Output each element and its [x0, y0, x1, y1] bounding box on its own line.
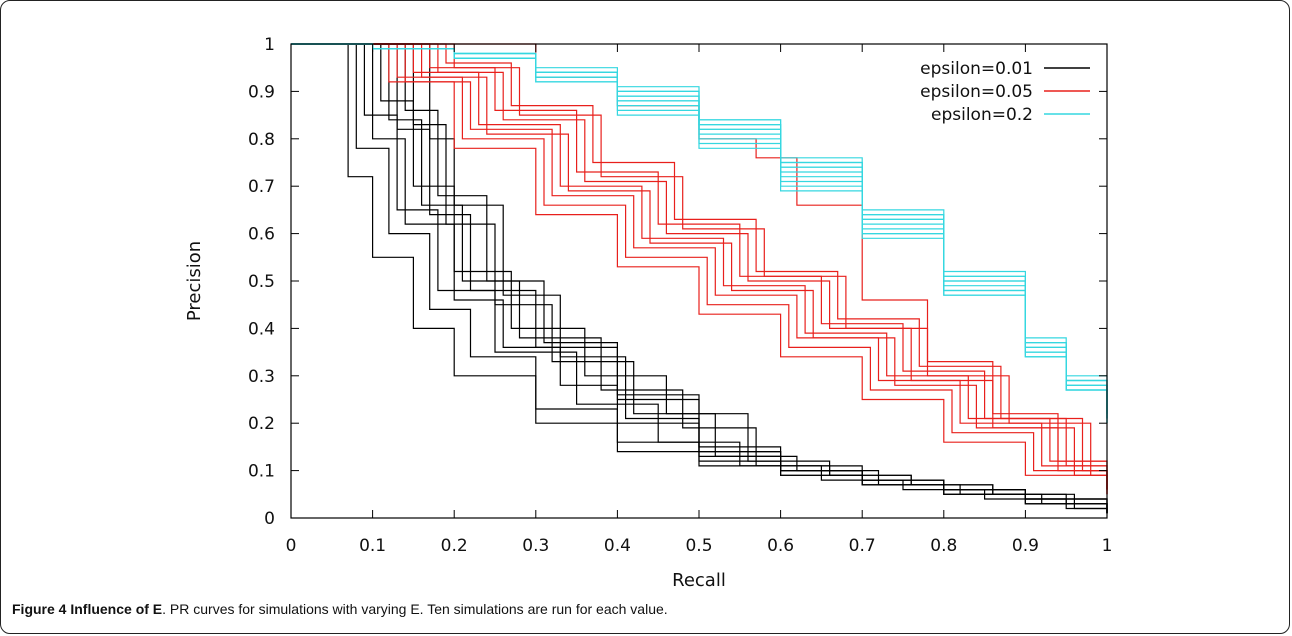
y-tick-label-2: 0.2 — [248, 414, 275, 434]
x-tick-label-8: 0.8 — [930, 536, 957, 556]
x-tick-label-2: 0.2 — [441, 536, 468, 556]
x-tick-label-7: 0.7 — [849, 536, 876, 556]
x-tick-label-5: 0.5 — [685, 536, 712, 556]
x-tick-label-10: 1 — [1102, 536, 1113, 556]
x-tick-label-9: 0.9 — [1012, 536, 1039, 556]
y-tick-label-0: 0 — [264, 509, 275, 529]
series-0-run-9-line — [291, 43, 1108, 514]
plot-layer — [291, 43, 1108, 514]
x-axis-label: Recall — [672, 570, 726, 591]
legend-label-0: epsilon=0.01 — [920, 59, 1033, 79]
x-tick-label-3: 0.3 — [522, 536, 549, 556]
y-tick-label-4: 0.4 — [248, 319, 275, 339]
y-axis-label: Precision — [184, 241, 205, 321]
series-1-run-7-line — [291, 43, 1108, 490]
series-0-run-5-line — [291, 43, 1108, 514]
y-tick-label-6: 0.6 — [248, 225, 275, 245]
y-tick-label-10: 1 — [264, 35, 275, 55]
series-0-run-3-line — [291, 43, 1108, 514]
caption-label: Figure 4 Influence of E — [12, 601, 163, 617]
legend-label-2: epsilon=0.2 — [931, 105, 1033, 125]
legend-label-1: epsilon=0.05 — [920, 82, 1033, 102]
x-tick-label-6: 0.6 — [767, 536, 794, 556]
series-1-run-8-line — [291, 43, 1108, 495]
series-1-run-2-line — [291, 43, 1108, 490]
series-0-run-7-line — [291, 43, 1108, 514]
x-tick-label-4: 0.4 — [604, 536, 631, 556]
x-tick-label-1: 0.1 — [359, 536, 386, 556]
caption-text: . PR curves for simulations with varying… — [162, 601, 668, 617]
axes-layer: 0 0.1 0.2 0.3 0.4 0.5 0.6 0.7 0.8 0.9 1 0 0.1 0.2 0.3 0… — [248, 35, 1112, 556]
y-tick-label-7: 0.7 — [248, 177, 275, 197]
figure-caption: Figure 4 Influence of E. PR curves for s… — [12, 601, 668, 617]
y-tick-label-8: 0.8 — [248, 130, 275, 150]
y-tick-label-9: 0.9 — [248, 82, 275, 102]
y-tick-label-5: 0.5 — [248, 272, 275, 292]
y-tick-label-1: 0.1 — [248, 462, 275, 482]
pr-curve-chart: 0 0.1 0.2 0.3 0.4 0.5 0.6 0.7 0.8 0.9 1 0 0.1 0.2 0.3 0… — [184, 35, 1112, 591]
series-1-run-6-line — [291, 43, 1108, 495]
x-tick-label-0: 0 — [286, 536, 297, 556]
legend: epsilon=0.01 epsilon=0.05 epsilon=0.2 — [920, 59, 1090, 125]
y-tick-label-3: 0.3 — [248, 367, 275, 387]
